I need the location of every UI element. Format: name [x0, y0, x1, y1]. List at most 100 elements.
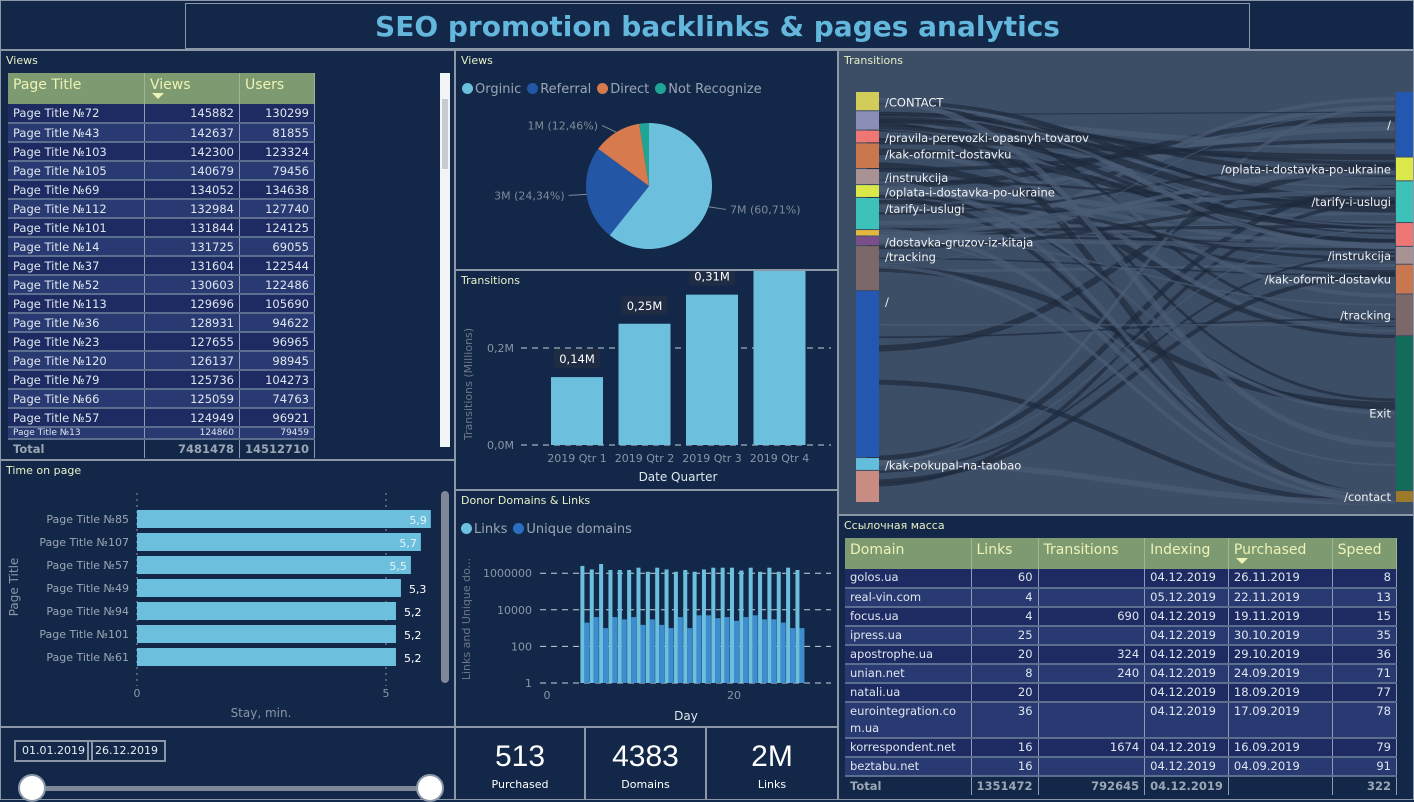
- sankey-source-node[interactable]: [856, 471, 879, 502]
- sankey-target-node[interactable]: [1396, 265, 1413, 294]
- bar-unique-domains[interactable]: [612, 617, 617, 683]
- bar-links[interactable]: [627, 570, 631, 683]
- sankey-source-node[interactable]: [856, 143, 879, 168]
- bar-links[interactable]: [618, 570, 622, 683]
- bar-links[interactable]: [637, 568, 641, 683]
- bar-unique-domains[interactable]: [799, 628, 804, 683]
- bar[interactable]: [137, 533, 421, 551]
- bar[interactable]: [137, 556, 411, 574]
- bar-unique-domains[interactable]: [669, 628, 674, 683]
- bar-unique-domains[interactable]: [641, 625, 646, 683]
- bar-unique-domains[interactable]: [743, 617, 748, 683]
- bar-unique-domains[interactable]: [753, 615, 758, 683]
- bar-unique-domains[interactable]: [734, 621, 739, 683]
- sankey-target-node[interactable]: [1396, 491, 1413, 502]
- bar[interactable]: [754, 271, 806, 445]
- sankey-target-node[interactable]: [1396, 336, 1413, 490]
- sankey-source-node[interactable]: [856, 131, 879, 143]
- bar[interactable]: [137, 510, 431, 528]
- bar-links[interactable]: [795, 570, 799, 683]
- chart-scrollbar[interactable]: [441, 491, 449, 683]
- bar[interactable]: [619, 324, 671, 445]
- sankey-target-node[interactable]: [1396, 223, 1413, 246]
- bar[interactable]: [137, 648, 396, 666]
- column-header[interactable]: Page Title: [8, 73, 145, 104]
- slider-start-handle[interactable]: [18, 774, 46, 802]
- bar-links[interactable]: [739, 571, 743, 683]
- bar-links[interactable]: [711, 568, 715, 683]
- bar-unique-domains[interactable]: [725, 617, 730, 683]
- bar[interactable]: [551, 377, 603, 445]
- bar-unique-domains[interactable]: [659, 625, 664, 683]
- sankey-target-node[interactable]: [1396, 181, 1413, 222]
- bar-unique-domains[interactable]: [584, 623, 589, 683]
- bar-links[interactable]: [777, 572, 781, 683]
- sort-desc-icon[interactable]: [1236, 558, 1248, 564]
- bar-unique-domains[interactable]: [594, 617, 599, 683]
- bar-links[interactable]: [702, 569, 706, 683]
- table-scrollbar[interactable]: [440, 73, 450, 447]
- sankey-source-node[interactable]: [856, 111, 879, 129]
- bar-links[interactable]: [683, 570, 687, 683]
- sankey-source-node[interactable]: [856, 92, 879, 110]
- bar[interactable]: [137, 625, 396, 643]
- bar-links[interactable]: [608, 570, 612, 683]
- bar-links[interactable]: [646, 572, 650, 683]
- sankey-source-node[interactable]: [856, 246, 879, 290]
- end-date-input[interactable]: 26.12.2019: [87, 740, 166, 762]
- column-header[interactable]: Indexing: [1145, 538, 1229, 569]
- bar-links[interactable]: [655, 568, 659, 683]
- bar-links[interactable]: [665, 569, 669, 683]
- bar-unique-domains[interactable]: [715, 618, 720, 683]
- sankey-source-node[interactable]: [856, 230, 879, 235]
- bar-unique-domains[interactable]: [650, 619, 655, 683]
- sankey-source-node[interactable]: [856, 169, 879, 184]
- sankey-source-node[interactable]: [856, 458, 879, 470]
- bar-unique-domains[interactable]: [697, 615, 702, 683]
- bar-links[interactable]: [590, 569, 594, 683]
- bar-links[interactable]: [749, 568, 753, 683]
- bar-unique-domains[interactable]: [790, 628, 795, 683]
- bar-unique-domains[interactable]: [781, 623, 786, 683]
- bar[interactable]: [137, 602, 396, 620]
- bar-links[interactable]: [693, 572, 697, 683]
- sankey-target-node[interactable]: [1396, 92, 1413, 157]
- column-header[interactable]: Users: [239, 73, 314, 104]
- bar-unique-domains[interactable]: [706, 615, 711, 683]
- bar-links[interactable]: [786, 568, 790, 683]
- sankey-source-node[interactable]: [856, 185, 879, 197]
- bar-links[interactable]: [580, 566, 584, 683]
- sankey-source-node[interactable]: [856, 198, 879, 229]
- bar[interactable]: [137, 579, 401, 597]
- bar-unique-domains[interactable]: [631, 617, 636, 683]
- column-header[interactable]: Domain: [845, 538, 971, 569]
- bar-unique-domains[interactable]: [687, 628, 692, 683]
- sankey-target-node[interactable]: [1396, 158, 1413, 181]
- bar-links[interactable]: [767, 568, 771, 683]
- sankey-source-node[interactable]: [856, 236, 879, 245]
- bar-unique-domains[interactable]: [771, 619, 776, 683]
